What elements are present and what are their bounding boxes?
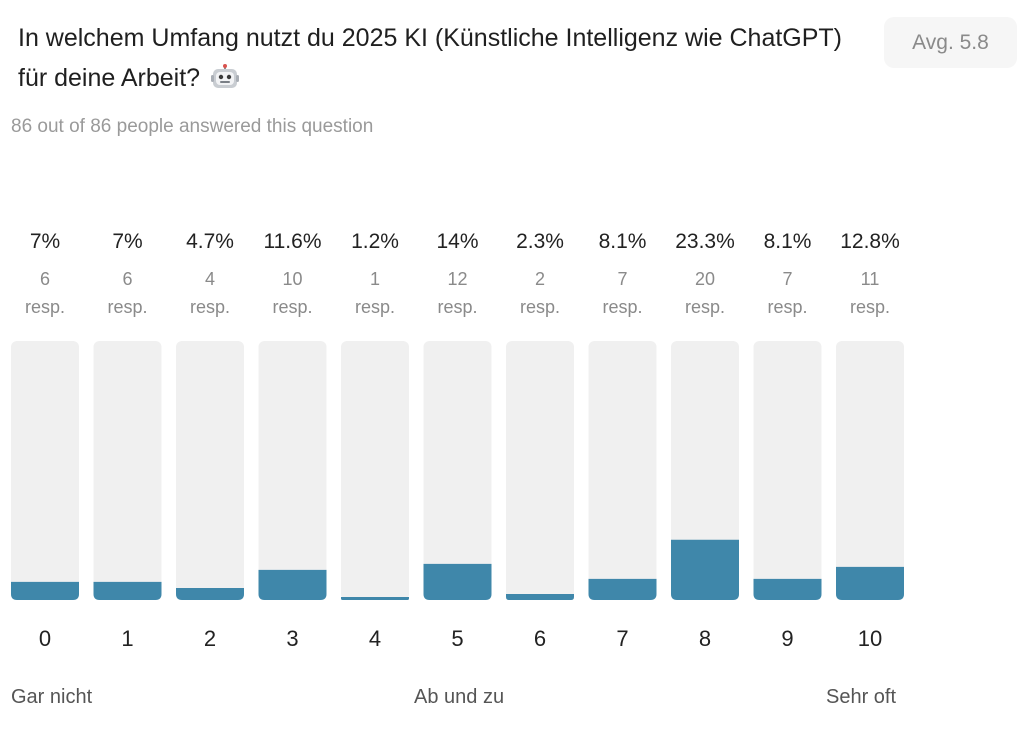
response-count-label: 7 bbox=[782, 269, 792, 289]
category-label: 3 bbox=[286, 626, 298, 651]
bar-fill bbox=[93, 581, 162, 600]
percent-label: 12.8% bbox=[840, 230, 900, 253]
category-label: 7 bbox=[616, 626, 628, 651]
category-label: 9 bbox=[781, 626, 793, 651]
category-label: 4 bbox=[369, 626, 381, 651]
bar-track bbox=[258, 341, 327, 600]
question-text: In welchem Umfang nutzt du 2025 KI (Küns… bbox=[18, 24, 843, 92]
response-unit-label: resp. bbox=[602, 297, 642, 317]
average-badge: Avg. 5.8 bbox=[884, 17, 1017, 68]
percent-label: 8.1% bbox=[764, 230, 812, 253]
bar-track bbox=[341, 341, 409, 600]
category-label: 6 bbox=[534, 626, 546, 651]
response-unit-label: resp. bbox=[520, 297, 560, 317]
bar-fill bbox=[11, 581, 79, 600]
bar-fill bbox=[671, 539, 739, 600]
response-unit-label: resp. bbox=[437, 297, 477, 317]
response-unit-label: resp. bbox=[107, 297, 147, 317]
bar-track bbox=[423, 341, 492, 600]
response-count-label: 12 bbox=[447, 269, 467, 289]
percent-label: 14% bbox=[436, 230, 478, 253]
response-unit-label: resp. bbox=[272, 297, 312, 317]
percent-label: 7% bbox=[112, 230, 142, 253]
response-count-label: 6 bbox=[122, 269, 132, 289]
response-unit-label: resp. bbox=[850, 297, 890, 317]
percent-label: 8.1% bbox=[599, 230, 647, 253]
response-count-label: 2 bbox=[535, 269, 545, 289]
response-unit-label: resp. bbox=[767, 297, 807, 317]
scale-label-high: Sehr oft bbox=[826, 686, 897, 708]
bar-fill bbox=[588, 578, 657, 600]
percent-label: 2.3% bbox=[516, 230, 564, 253]
rating-bar-chart: 7% 6 resp. 0 7% 6 resp. 1 4.7% 4 resp. 2 11.6% 10 resp… bbox=[11, 230, 904, 651]
bar-track bbox=[11, 341, 79, 600]
bar-fill bbox=[753, 578, 822, 600]
category-label: 10 bbox=[858, 626, 882, 651]
question-title: In welchem Umfang nutzt du 2025 KI (Küns… bbox=[18, 18, 868, 98]
bar-track bbox=[836, 341, 904, 600]
response-unit-label: resp. bbox=[685, 297, 725, 317]
response-count-label: 10 bbox=[282, 269, 302, 289]
robot-face-icon bbox=[211, 64, 240, 88]
response-count-label: 4 bbox=[205, 269, 215, 289]
response-count-label: 11 bbox=[861, 269, 880, 289]
response-unit-label: resp. bbox=[25, 297, 65, 317]
category-label: 2 bbox=[204, 626, 216, 651]
bar-track bbox=[176, 341, 244, 600]
bar-fill bbox=[506, 593, 574, 600]
category-label: 1 bbox=[121, 626, 133, 651]
category-label: 5 bbox=[451, 626, 463, 651]
response-unit-label: resp. bbox=[355, 297, 395, 317]
response-unit-label: resp. bbox=[190, 297, 230, 317]
bar-track bbox=[506, 341, 574, 600]
bar-track bbox=[588, 341, 657, 600]
percent-label: 1.2% bbox=[351, 230, 399, 253]
bar-fill bbox=[423, 563, 492, 600]
response-count-label: 7 bbox=[617, 269, 627, 289]
percent-label: 11.6% bbox=[264, 230, 322, 253]
scale-label-middle: Ab und zu bbox=[414, 686, 505, 708]
category-label: 0 bbox=[39, 626, 51, 651]
scale-label-low: Gar nicht bbox=[11, 686, 93, 708]
bar-track bbox=[671, 341, 739, 600]
bar-fill bbox=[258, 569, 327, 600]
bar-track bbox=[753, 341, 822, 600]
response-count-label: 1 bbox=[370, 269, 380, 289]
category-label: 8 bbox=[699, 626, 711, 651]
bar-fill bbox=[836, 566, 904, 600]
response-count-label: 6 bbox=[40, 269, 50, 289]
response-count-label: 20 bbox=[695, 269, 715, 289]
bar-fill bbox=[176, 587, 244, 600]
percent-label: 23.3% bbox=[675, 230, 735, 253]
bar-fill bbox=[341, 596, 409, 600]
percent-label: 7% bbox=[30, 230, 60, 253]
bar-track bbox=[93, 341, 162, 600]
percent-label: 4.7% bbox=[186, 230, 234, 253]
answered-count: 86 out of 86 people answered this questi… bbox=[11, 116, 374, 137]
